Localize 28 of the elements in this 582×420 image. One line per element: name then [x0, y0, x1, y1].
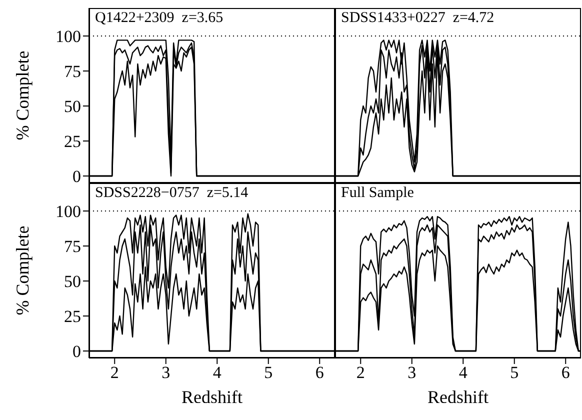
- y-tick-label: 25: [64, 132, 81, 152]
- chart-title: Full Sample: [341, 185, 414, 202]
- x-tick-label: 2: [356, 363, 365, 382]
- y-tick-label: 0: [72, 342, 81, 362]
- x-tick-label: 5: [510, 363, 519, 382]
- x-tick-label: 4: [458, 363, 468, 382]
- y-tick-label: 100: [56, 27, 81, 46]
- x-axis-title: Redshift: [428, 387, 488, 407]
- y-axis-title: % Complete: [12, 226, 32, 316]
- x-axis-title: Redshift: [182, 387, 242, 407]
- x-tick-label: 6: [561, 363, 570, 382]
- y-tick-label: 50: [64, 97, 81, 116]
- y-tick-label: 25: [64, 307, 81, 326]
- y-tick-label: 50: [64, 272, 81, 292]
- x-tick-label: 4: [212, 363, 222, 382]
- y-tick-label: 0: [72, 167, 81, 186]
- x-tick-label: 3: [408, 363, 416, 382]
- y-tick-label: 75: [64, 237, 81, 256]
- chart-title: Q1422+2309 z=3.65: [95, 10, 224, 27]
- x-tick-label: 5: [264, 363, 273, 382]
- y-tick-label: 75: [64, 62, 81, 82]
- x-tick-label: 6: [315, 363, 324, 382]
- chart-title: SDSS1433+0227 z=4.72: [341, 10, 494, 27]
- chart-title: SDSS2228−0757 z=5.14: [95, 185, 248, 202]
- y-axis-title: % Complete: [12, 50, 32, 140]
- x-tick-label: 2: [110, 363, 119, 382]
- x-tick-label: 3: [162, 363, 170, 382]
- y-tick-label: 100: [56, 202, 81, 222]
